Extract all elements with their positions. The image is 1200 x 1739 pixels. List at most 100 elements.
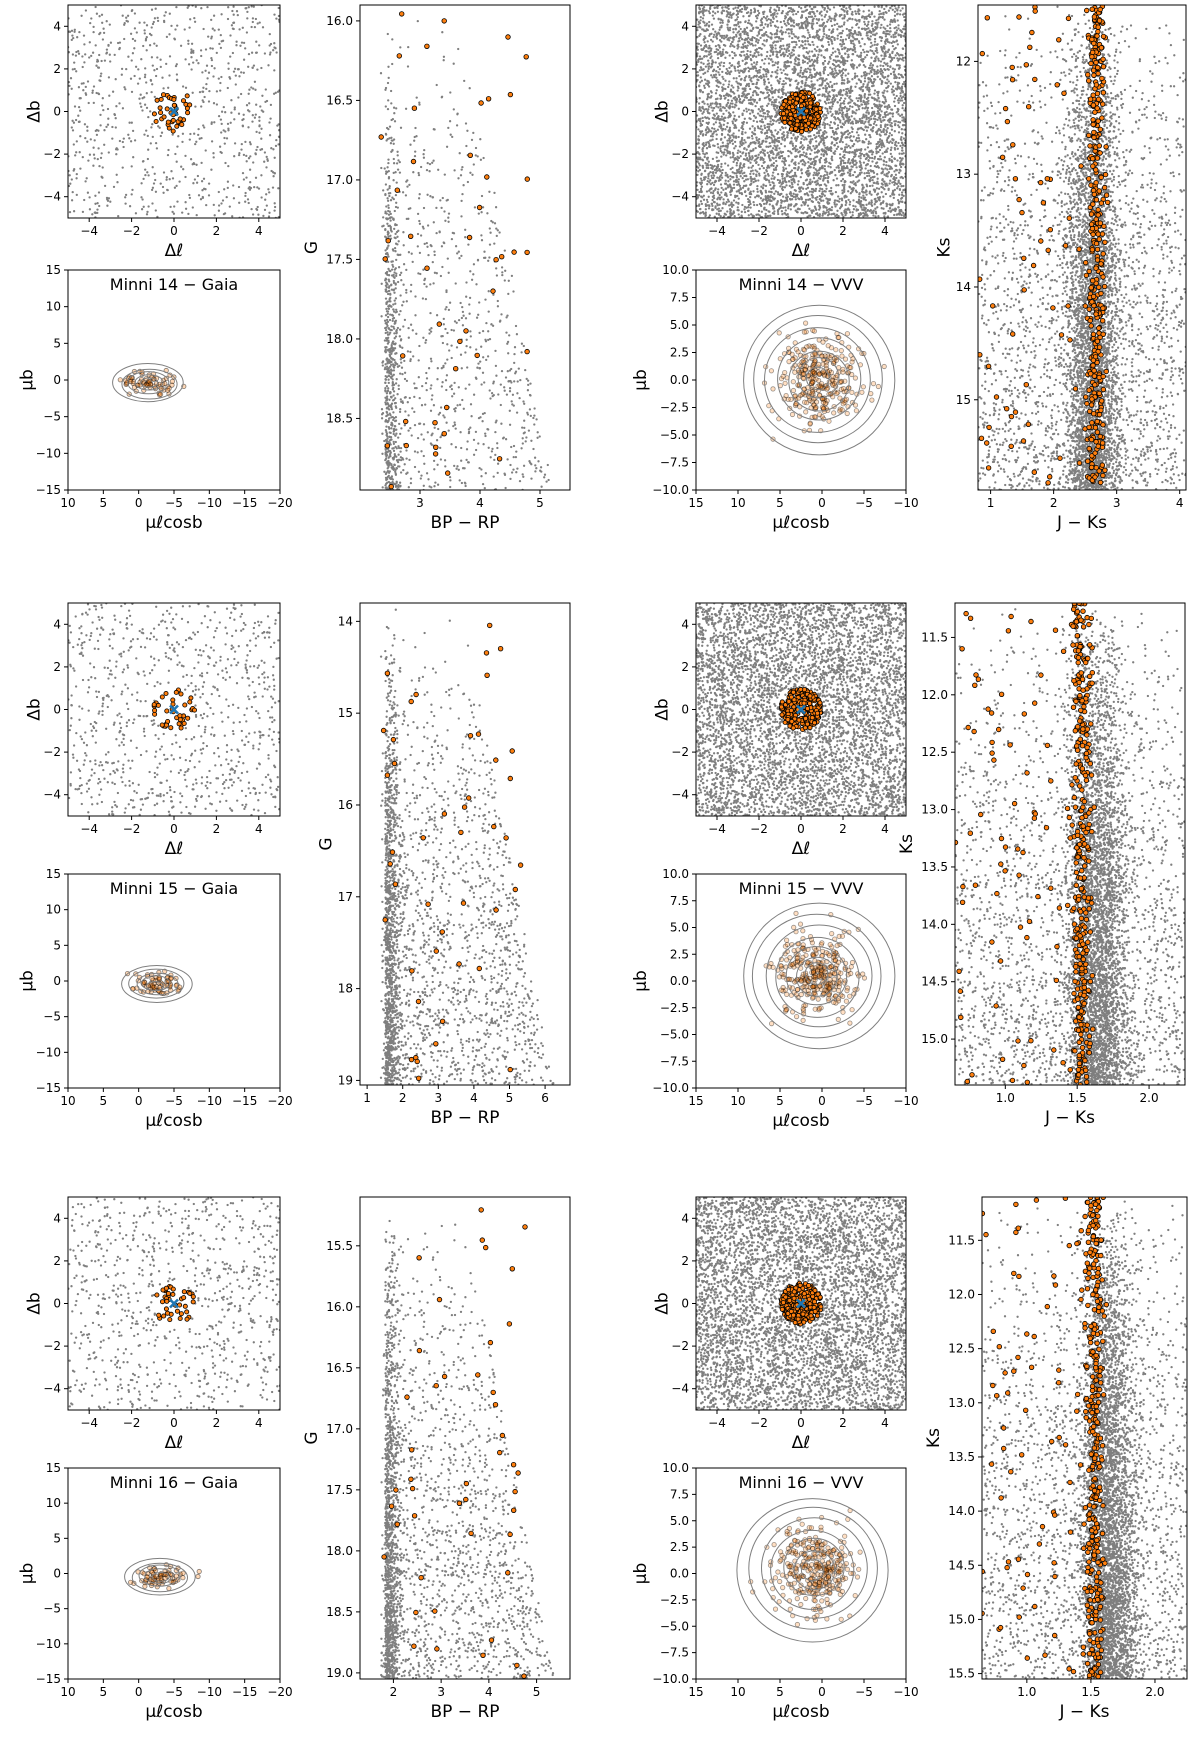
field-star <box>418 193 421 196</box>
field-star <box>129 32 133 35</box>
field-star <box>510 445 513 449</box>
field-star <box>258 116 261 119</box>
field-star <box>845 143 848 146</box>
field-star <box>787 215 790 218</box>
field-star <box>247 92 250 95</box>
field-star <box>758 174 761 177</box>
field-star <box>386 315 390 319</box>
field-star <box>395 458 399 462</box>
field-star <box>392 394 395 397</box>
field-star <box>806 40 810 43</box>
axes-frame <box>359 4 571 491</box>
field-star <box>726 69 729 73</box>
field-star <box>133 27 137 30</box>
field-star <box>205 64 209 67</box>
field-star <box>752 67 755 70</box>
field-star <box>771 212 775 215</box>
field-star <box>256 22 259 25</box>
field-star <box>752 180 755 184</box>
field-star <box>741 141 745 145</box>
field-star <box>399 446 403 450</box>
field-star <box>392 303 395 306</box>
field-star <box>478 367 482 370</box>
field-star <box>899 165 903 169</box>
field-star <box>224 161 227 165</box>
field-star <box>383 319 387 322</box>
field-star <box>427 367 431 370</box>
field-star <box>70 29 74 32</box>
field-star <box>868 72 871 75</box>
field-star <box>386 437 389 440</box>
field-star <box>840 56 843 59</box>
field-star <box>522 344 525 348</box>
x-tick-label: 10 <box>60 496 75 510</box>
field-star <box>186 6 189 9</box>
field-star <box>235 44 238 47</box>
field-star <box>392 432 395 436</box>
field-star <box>220 75 223 79</box>
field-star <box>100 59 103 63</box>
field-star <box>210 18 213 22</box>
field-star <box>245 160 248 163</box>
field-star <box>842 56 845 60</box>
field-star <box>263 52 267 55</box>
field-star <box>130 90 134 94</box>
field-star <box>763 39 766 42</box>
field-star <box>431 394 434 397</box>
field-star <box>705 198 709 202</box>
field-star <box>507 292 510 296</box>
field-star <box>391 375 394 378</box>
field-star <box>73 105 77 108</box>
field-star <box>388 269 391 272</box>
field-star <box>387 169 390 173</box>
field-star <box>823 32 826 36</box>
field-star <box>514 370 518 373</box>
field-star <box>738 145 742 148</box>
field-star <box>825 187 828 190</box>
field-star <box>851 211 854 214</box>
field-star <box>401 400 404 403</box>
field-star <box>408 458 411 462</box>
field-star <box>722 202 725 205</box>
field-star <box>760 118 764 121</box>
field-star <box>465 295 468 298</box>
field-star <box>818 28 821 31</box>
field-star <box>402 300 405 303</box>
field-star <box>71 68 74 71</box>
field-star <box>277 215 280 218</box>
field-star <box>395 378 398 381</box>
field-star <box>231 9 234 13</box>
field-star <box>425 168 429 172</box>
field-star <box>757 126 760 130</box>
field-star <box>709 182 712 186</box>
member-star <box>147 379 153 385</box>
field-star <box>464 236 467 239</box>
field-star <box>729 11 732 14</box>
field-star <box>765 73 768 76</box>
field-star <box>697 170 700 173</box>
field-star <box>130 165 133 168</box>
field-star <box>160 131 164 134</box>
field-star <box>250 207 253 211</box>
density-contour <box>121 368 178 400</box>
field-star <box>146 134 149 138</box>
field-star <box>226 17 230 21</box>
field-star <box>241 171 245 175</box>
field-star <box>727 180 730 183</box>
field-star <box>452 108 455 111</box>
field-star <box>883 96 886 99</box>
field-star <box>696 28 699 32</box>
field-star <box>384 378 388 381</box>
field-star <box>875 152 878 155</box>
field-star <box>94 194 97 197</box>
field-star <box>68 51 71 54</box>
field-star <box>409 290 413 293</box>
field-star <box>205 82 208 86</box>
field-star <box>863 20 866 24</box>
field-star <box>415 96 418 99</box>
field-star <box>233 155 236 158</box>
field-star <box>384 86 388 90</box>
field-star <box>386 233 390 236</box>
field-star <box>827 101 830 105</box>
